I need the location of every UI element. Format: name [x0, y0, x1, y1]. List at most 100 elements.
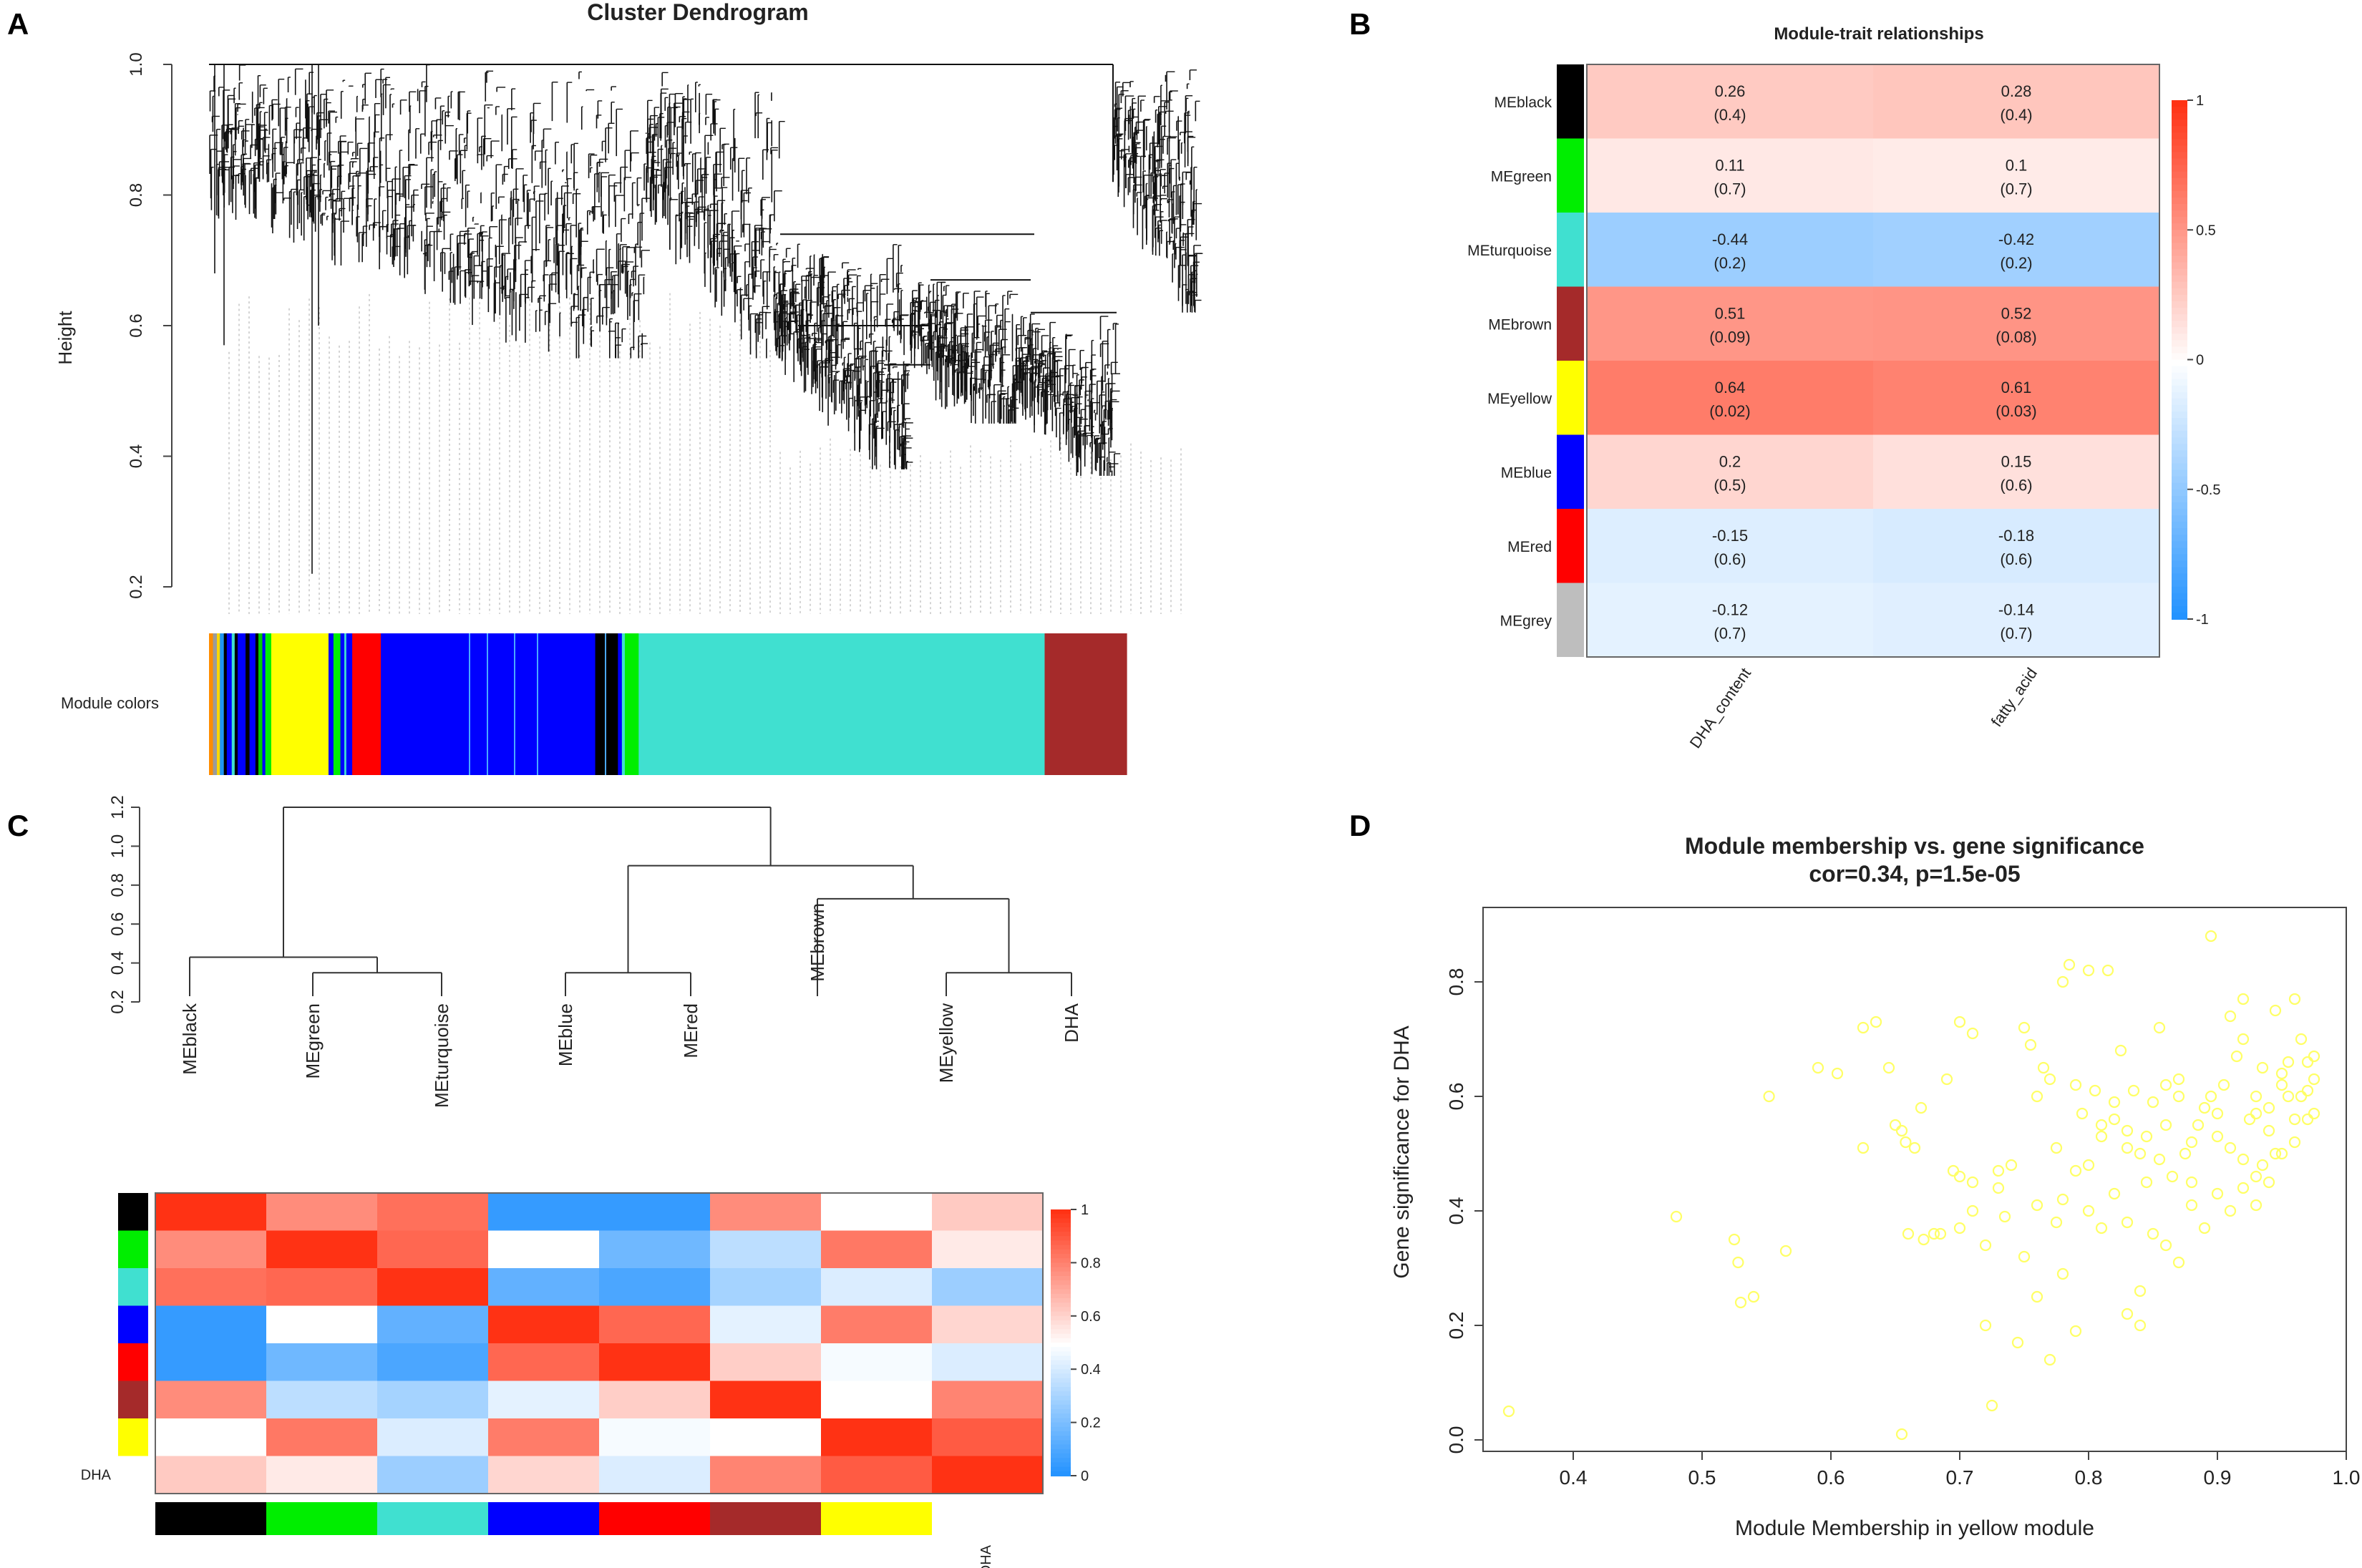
panel-c-cell	[377, 1268, 489, 1306]
panel-c-legend-tick-label: 1	[1081, 1202, 1089, 1218]
panel-a-color-streak	[487, 633, 488, 775]
panel-c-cell	[266, 1268, 378, 1306]
panel-d-point	[2056, 1193, 2069, 1206]
panel-c-legend-swatch	[1051, 1258, 1071, 1264]
panel-letter-d: D	[1349, 809, 1371, 842]
panel-b-legend-swatch	[2172, 197, 2187, 205]
panel-c-cell	[821, 1418, 933, 1456]
panel-c-legend-swatch	[1051, 1458, 1071, 1464]
panel-c-legend-tick-label: 0	[1081, 1469, 1089, 1484]
panel-d-point	[2230, 1050, 2243, 1063]
panel-b-legend-swatch	[2172, 333, 2187, 341]
panel-b-legend-swatch	[2172, 412, 2187, 419]
panel-c-legend-swatch	[1051, 1453, 1071, 1459]
panel-b-legend-tick-label: 1	[2196, 93, 2204, 109]
panel-b-legend-swatch	[2172, 353, 2187, 361]
panel-c-cell	[821, 1193, 933, 1231]
panel-b-legend-swatch	[2172, 567, 2187, 575]
panel-d-x-tick-label: 0.7	[1946, 1466, 1974, 1489]
panel-c-legend-swatch	[1051, 1373, 1071, 1379]
panel-c-legend-swatch	[1051, 1418, 1071, 1423]
panel-a-color-segment	[346, 633, 353, 775]
panel-a-color-segment	[381, 633, 596, 775]
panel-b-legend-swatch	[2172, 450, 2187, 458]
panel-b-row-color-MEgrey	[1557, 583, 1584, 657]
panel-c-row-color	[118, 1456, 148, 1494]
panel-c-legend-swatch	[1051, 1302, 1071, 1308]
panel-b-legend-swatch	[2172, 580, 2187, 588]
panel-b-cell-value: -0.44	[1712, 230, 1748, 248]
panel-d-y-tick-label: 0.2	[1445, 1312, 1467, 1340]
panel-c-cell	[155, 1268, 267, 1306]
panel-c-legend-swatch	[1051, 1444, 1071, 1450]
panel-a-color-bar-label: Module colors	[61, 694, 159, 712]
panel-d-subtitle: cor=0.34, p=1.5e-05	[1809, 861, 2020, 887]
panel-b-legend-swatch	[2172, 314, 2187, 322]
panel-d-point	[1915, 1101, 1928, 1114]
panel-d-point	[1831, 1067, 1844, 1080]
panel-c-legend-swatch	[1051, 1466, 1071, 1472]
panel-b-cell	[1587, 213, 1873, 287]
panel-c-cell	[932, 1230, 1044, 1269]
panel-d-point	[1747, 1290, 1760, 1303]
panel-b-cell-value: -0.12	[1712, 601, 1748, 619]
panel-b-legend-swatch	[2172, 184, 2187, 192]
panel-c-cell	[488, 1268, 600, 1306]
panel-c-legend-swatch	[1051, 1267, 1071, 1272]
panel-d-point	[2237, 1182, 2250, 1194]
panel-b-legend-swatch	[2172, 515, 2187, 523]
panel-c-cell	[932, 1456, 1044, 1494]
panel-b-cell-pvalue: (0.08)	[1996, 328, 2036, 346]
panel-d-xlabel: Module Membership in yellow module	[1735, 1516, 2094, 1540]
panel-c-legend-swatch	[1051, 1409, 1071, 1415]
panel-d-point	[2185, 1176, 2198, 1189]
panel-c-legend-swatch	[1051, 1338, 1071, 1343]
panel-c-legend-swatch	[1051, 1347, 1071, 1353]
panel-c-legend-swatch	[1051, 1462, 1071, 1468]
panel-b-row-label: MEblue	[1501, 464, 1552, 481]
panel-c-cell	[932, 1418, 1044, 1456]
panel-c-cell	[710, 1343, 822, 1381]
panel-c-legend-swatch	[1051, 1227, 1071, 1232]
panel-d-point	[2140, 1176, 2153, 1189]
panel-d-point	[1908, 1141, 1921, 1154]
panel-b-cell	[1587, 434, 1873, 509]
panel-d-point	[2095, 1130, 2108, 1143]
panel-b-legend-swatch	[2172, 522, 2187, 530]
panel-c-legend-swatch	[1051, 1471, 1071, 1476]
panel-d-point	[2159, 1078, 2172, 1091]
panel-c-row-color	[118, 1193, 148, 1231]
panel-d-point	[2024, 1038, 2037, 1051]
panel-a-y-tick-label: 0.8	[127, 183, 146, 207]
panel-b-column-label: fatty_acid	[1988, 665, 2041, 730]
panel-d-point	[1953, 1016, 1966, 1028]
panel-b-legend-swatch	[2172, 294, 2187, 302]
panel-d-point	[2011, 1336, 2024, 1349]
panel-c-col-color	[821, 1502, 932, 1535]
panel-c-cell	[488, 1230, 600, 1269]
panel-b-cell-value: 0.52	[2001, 305, 2032, 323]
panel-d-point	[2288, 1136, 2301, 1149]
panel-a-color-streak	[514, 633, 515, 775]
panel-c-cell	[710, 1230, 822, 1269]
panel-d-point	[2121, 1141, 2134, 1154]
panel-b-row-label: MEyellow	[1487, 391, 1552, 407]
panel-d-point	[2134, 1319, 2147, 1332]
panel-c-y-tick-label: 1.2	[108, 795, 127, 819]
panel-b-legend-swatch	[2172, 385, 2187, 393]
panel-c-legend-swatch	[1051, 1422, 1071, 1428]
panel-c-legend-swatch	[1051, 1329, 1071, 1335]
panel-c-leaf-label: DHA	[1061, 1003, 1082, 1043]
panel-c-col-color	[710, 1502, 821, 1535]
panel-b-cell	[1873, 286, 2159, 361]
panel-a-color-segment	[209, 633, 214, 775]
panel-c-legend-swatch	[1051, 1426, 1071, 1432]
panel-d-point	[2063, 958, 2076, 971]
panel-b-legend-swatch	[2172, 424, 2187, 432]
panel-b-cell-pvalue: (0.4)	[1714, 106, 1746, 124]
panel-d-point	[2056, 975, 2069, 988]
panel-b-legend-swatch	[2172, 391, 2187, 399]
panel-c-legend-swatch	[1051, 1360, 1071, 1365]
panel-b-legend-swatch	[2172, 177, 2187, 185]
panel-b-legend-swatch	[2172, 204, 2187, 212]
